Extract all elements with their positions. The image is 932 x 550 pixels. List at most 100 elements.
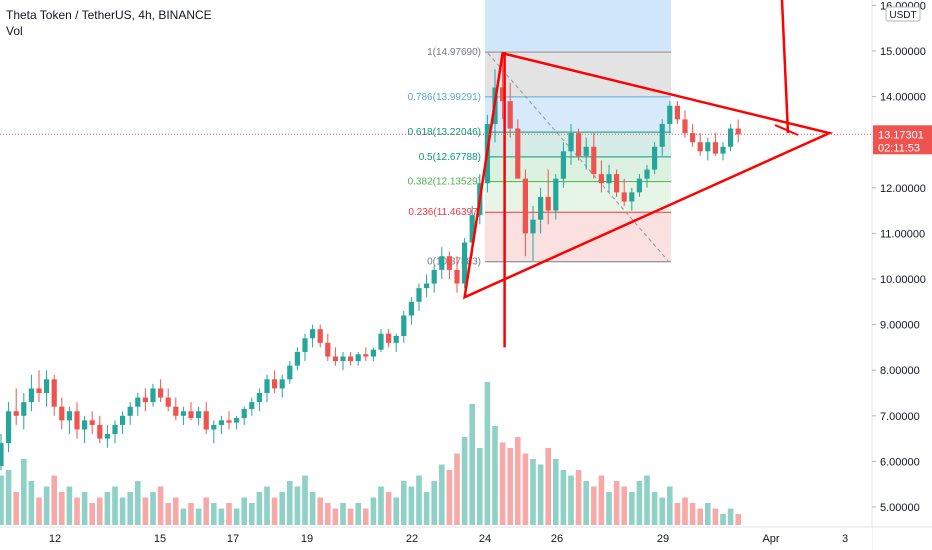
- volume-bar: [621, 486, 627, 525]
- symmetrical-triangle[interactable]: [463, 51, 834, 300]
- candle-body: [256, 393, 262, 403]
- candle-body: [158, 388, 164, 398]
- volume-bar: [712, 508, 719, 525]
- volume-bar: [492, 426, 498, 525]
- volume-bar: [0, 475, 4, 525]
- candle-body: [13, 411, 19, 416]
- time-tick-label: 15: [154, 533, 166, 545]
- volume-bar: [241, 497, 247, 525]
- candle-body: [249, 402, 255, 409]
- volume-bar: [233, 508, 240, 525]
- price-tick-label: 5.00000: [880, 502, 920, 514]
- candle-body: [332, 356, 338, 362]
- candle-body: [690, 133, 696, 143]
- volume-bar: [294, 486, 301, 525]
- candle-body: [74, 411, 80, 430]
- fib-zone: [485, 212, 671, 262]
- last-price-label: 13.17301: [878, 129, 924, 141]
- candle-body: [234, 418, 240, 423]
- volume-bar: [203, 497, 209, 525]
- volume-bar: [469, 404, 475, 525]
- candle-body: [21, 402, 27, 416]
- candle-body: [44, 379, 50, 393]
- volume-bar: [515, 437, 521, 525]
- candle-body: [674, 105, 680, 120]
- candle-body: [142, 397, 148, 403]
- candle-body: [424, 283, 430, 289]
- volume-bar: [484, 382, 491, 525]
- volume-bar: [659, 497, 665, 525]
- volume-bar: [416, 475, 422, 525]
- time-tick-label: 24: [479, 533, 491, 545]
- trend-drawings[interactable]: [463, 0, 834, 348]
- volume-bar: [454, 453, 460, 525]
- candle-body: [165, 397, 171, 407]
- volume-bar: [385, 492, 392, 525]
- time-tick-label: 26: [551, 533, 563, 545]
- candle-body: [560, 151, 566, 179]
- candle-body: [97, 424, 103, 439]
- volume-bar: [393, 497, 399, 525]
- candle-body: [218, 420, 224, 425]
- candle-body: [598, 174, 604, 184]
- candle-body: [568, 133, 574, 152]
- volume-bar: [431, 481, 437, 525]
- candle-body: [591, 146, 597, 175]
- candle-body: [150, 388, 156, 403]
- time-tick-label: 17: [227, 533, 239, 545]
- candle-body: [446, 256, 452, 270]
- volume-bar: [317, 497, 323, 525]
- candle-body: [82, 420, 88, 430]
- candle-body: [272, 379, 278, 389]
- candle-body: [135, 397, 141, 407]
- volume-bar: [674, 503, 681, 525]
- candle-body: [393, 336, 399, 343]
- time-tick-label: 3: [842, 533, 848, 545]
- volume-bar: [439, 464, 445, 525]
- volume-bar: [446, 470, 453, 525]
- volume-bar: [522, 453, 529, 525]
- volume-bar: [461, 437, 468, 525]
- volume-bar: [51, 475, 57, 525]
- candle-body: [226, 420, 232, 423]
- time-axis-bg: [0, 527, 872, 550]
- volume-bars: [0, 382, 741, 525]
- candle-body: [439, 256, 445, 270]
- candle-body: [325, 342, 331, 357]
- currency-badge[interactable]: [885, 6, 921, 22]
- volume-bar: [180, 508, 187, 525]
- target-line[interactable]: [780, 0, 790, 134]
- volume-label: Vol: [6, 24, 23, 38]
- volume-bar: [28, 481, 35, 525]
- candle-body: [545, 196, 551, 211]
- volume-bar: [165, 503, 171, 525]
- candle-body: [500, 87, 506, 102]
- fib-zone: [485, 156, 671, 182]
- candle-body: [203, 411, 209, 430]
- time-tick-label: 19: [301, 533, 313, 545]
- candle-body: [66, 411, 72, 421]
- fib-zone: [485, 96, 671, 133]
- candle-body: [644, 169, 650, 179]
- volume-bar: [287, 481, 293, 525]
- volume-bar: [36, 497, 42, 525]
- apex-mark[interactable]: [774, 124, 799, 136]
- volume-bar: [606, 492, 612, 525]
- fib-zone: [485, 181, 671, 213]
- candle-body: [553, 178, 559, 211]
- candle-body: [682, 119, 688, 134]
- candle-body: [294, 351, 300, 366]
- candle-body: [355, 354, 361, 362]
- price-tick-label: 11.00000: [880, 228, 925, 240]
- volume-bar: [499, 442, 506, 525]
- candle-body: [211, 424, 217, 430]
- candle-body: [196, 411, 202, 419]
- volume-bar: [583, 481, 589, 525]
- candle-body: [6, 411, 12, 444]
- currency-label: USDT: [889, 10, 916, 21]
- volume-bar: [21, 459, 27, 525]
- volume-bar: [667, 486, 673, 525]
- price-tick-label: 7.00000: [880, 411, 920, 423]
- time-tick-label: 12: [49, 533, 61, 545]
